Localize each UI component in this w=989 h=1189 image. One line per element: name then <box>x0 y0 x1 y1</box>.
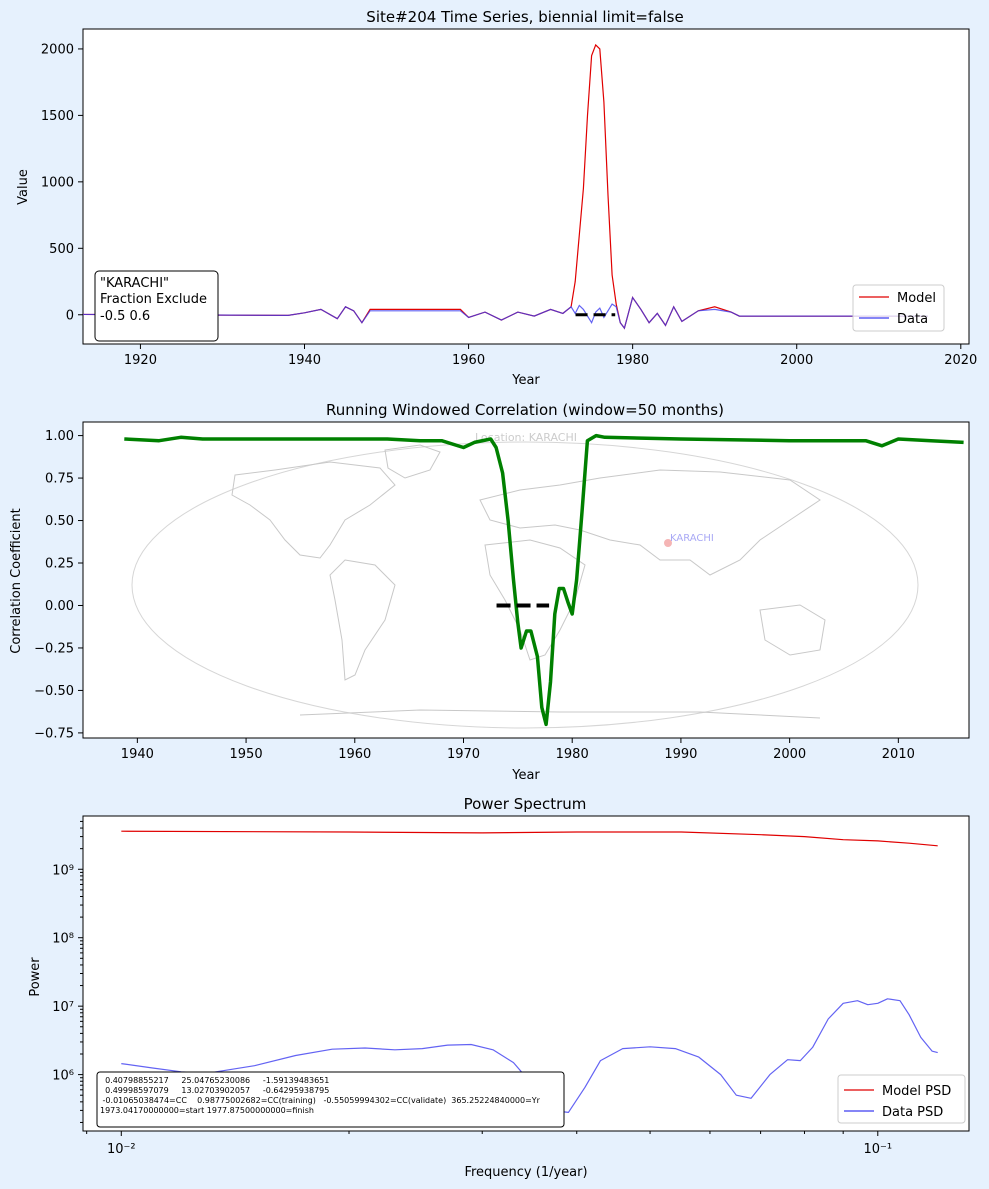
correlation-lines <box>124 433 964 727</box>
psd-xlabel: Frequency (1/year) <box>464 1165 587 1180</box>
y-tick-label: 1500 <box>41 109 74 124</box>
timeseries-ylabel: Value <box>16 169 31 205</box>
map-north-america <box>231 461 396 559</box>
map-antarctica <box>299 709 821 719</box>
x-tick-label: 1950 <box>230 747 263 762</box>
annotation-range: -0.5 0.6 <box>100 309 150 324</box>
correlation-xlabel: Year <box>511 768 540 783</box>
timeseries-legend: Model Data <box>852 284 945 332</box>
x-tick-label: 1920 <box>124 353 157 368</box>
y-tick-label: 10⁹ <box>52 863 74 878</box>
y-tick-label: 2000 <box>41 42 74 57</box>
map-location-label: Location: KARACHI <box>475 431 577 444</box>
x-tick-label: 1990 <box>664 747 697 762</box>
y-tick-label: 10⁸ <box>52 932 74 947</box>
map-site-label: KARACHI <box>670 533 714 544</box>
map-south-america <box>329 559 396 681</box>
parameters-line-4: 1973.04170000000=start 1977.87500000000=… <box>100 1106 314 1115</box>
x-tick-label: 2020 <box>944 353 977 368</box>
y-tick-label: 0.50 <box>45 514 74 529</box>
annotation-frame <box>94 270 219 342</box>
psd-x-axis: 10⁻² 10⁻¹ <box>86 1131 892 1157</box>
model-psd-line <box>121 830 938 847</box>
map-eurasia <box>479 469 821 576</box>
y-tick-label: 10⁷ <box>52 1000 74 1015</box>
y-tick-label: 1000 <box>41 175 74 190</box>
legend-data-psd-label: Data PSD <box>882 1105 943 1120</box>
site-location-marker <box>664 539 672 547</box>
x-tick-label: 1940 <box>288 353 321 368</box>
psd-title: Power Spectrum <box>464 795 587 813</box>
y-tick-label: 1.00 <box>45 429 74 444</box>
fit-parameters-box: 0.40798855217 25.04765230086 -1.59139483… <box>96 1071 565 1128</box>
x-tick-label: 2000 <box>773 747 806 762</box>
world-map-background <box>131 441 919 729</box>
annotation-fraction: Fraction Exclude <box>100 292 207 307</box>
y-tick-label: −0.50 <box>34 684 74 699</box>
timeseries-y-axis: 0 500 1000 1500 2000 <box>41 42 83 323</box>
psd-lines <box>121 830 938 1113</box>
y-tick-label: 0.75 <box>45 472 74 487</box>
psd-y-axis: 10⁶ 10⁷ 10⁸ 10⁹ <box>52 820 83 1123</box>
data-psd-line <box>121 998 938 1113</box>
correlation-series-line <box>124 433 964 727</box>
annotation-site: "KARACHI" <box>100 276 169 291</box>
timeseries-x-axis: 1920 1940 1960 1980 2000 2020 <box>124 344 977 368</box>
y-tick-label: −0.75 <box>34 726 74 741</box>
x-tick-label: 10⁻¹ <box>863 1142 892 1157</box>
timeseries-lines <box>83 43 928 330</box>
correlation-x-axis: 1940 1950 1960 1970 1980 1990 2000 2010 <box>121 738 915 762</box>
timeseries-panel: Site#204 Time Series, biennial limit=fal… <box>16 8 977 388</box>
correlation-plot-area <box>82 421 970 739</box>
x-tick-label: 1970 <box>447 747 480 762</box>
legend-model-psd-label: Model PSD <box>882 1084 951 1099</box>
x-tick-label: 1940 <box>121 747 154 762</box>
x-tick-label: 2000 <box>780 353 813 368</box>
map-greenland <box>384 444 441 479</box>
legend-model-label: Model <box>897 291 936 306</box>
y-tick-label: 0.25 <box>45 557 74 572</box>
x-tick-label: 10⁻² <box>107 1142 136 1157</box>
correlation-panel: Running Windowed Correlation (window=50 … <box>9 401 970 783</box>
y-tick-label: −0.25 <box>34 641 74 656</box>
psd-ylabel: Power <box>28 957 43 997</box>
x-tick-label: 1960 <box>338 747 371 762</box>
map-australia <box>759 604 826 656</box>
timeseries-plot-area <box>82 28 970 345</box>
map-outline <box>131 441 919 729</box>
psd-legend: Model PSD Data PSD <box>837 1074 966 1124</box>
y-tick-label: 0 <box>66 308 74 323</box>
x-tick-label: 1960 <box>452 353 485 368</box>
timeseries-title: Site#204 Time Series, biennial limit=fal… <box>366 8 683 26</box>
parameters-frame <box>96 1071 565 1128</box>
y-tick-label: 0.00 <box>45 599 74 614</box>
y-tick-label: 10⁶ <box>52 1069 74 1084</box>
parameters-line-1: 0.40798855217 25.04765230086 -1.59139483… <box>100 1076 329 1085</box>
parameters-line-3: -0.01065038474=CC 0.98775002682=CC(train… <box>100 1096 541 1105</box>
parameters-line-2: 0.49998597079 13.02703902057 -0.64295938… <box>100 1086 329 1095</box>
psd-panel: Power Spectrum 10⁻² 10⁻¹ 10⁶ 10⁷ 10⁸ 10⁹ Fre… <box>28 795 970 1180</box>
y-tick-label: 500 <box>49 242 74 257</box>
x-tick-label: 2010 <box>882 747 915 762</box>
correlation-title: Running Windowed Correlation (window=50 … <box>326 401 724 419</box>
timeseries-xlabel: Year <box>511 373 540 388</box>
correlation-y-axis: 1.00 0.75 0.50 0.25 0.00 −0.25 −0.50 −0.75 <box>34 429 83 741</box>
site-annotation-box: "KARACHI" Fraction Exclude -0.5 0.6 <box>94 270 219 342</box>
correlation-ylabel: Correlation Coefficient <box>9 508 24 654</box>
x-tick-label: 1980 <box>556 747 589 762</box>
legend-data-label: Data <box>897 312 928 327</box>
x-tick-label: 1980 <box>616 353 649 368</box>
